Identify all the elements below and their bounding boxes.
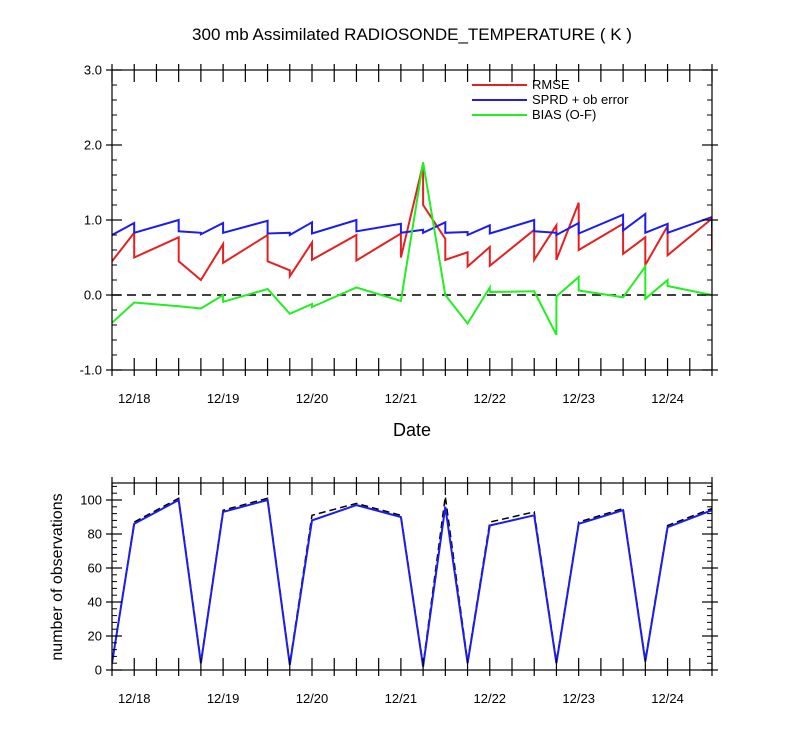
top-axes: -1.0 0.0 1.0 2.0 3.0 12/18 12/19 12/20 12/21 12/2… [80, 63, 718, 406]
legend: RMSE SPRD + ob error BIAS (O-F) [472, 77, 629, 122]
bottom-series-group [112, 496, 712, 667]
top-y-tick-label: 3.0 [84, 63, 102, 78]
top-x-tick-label: 12/19 [207, 391, 240, 406]
top-y-tick-label: -1.0 [80, 363, 102, 378]
top-y-tick-label: 2.0 [84, 138, 102, 153]
top-y-tick-label: 0.0 [84, 288, 102, 303]
bottom-y-tick-label: 60 [88, 561, 102, 576]
bottom-panel: 0 20 40 60 80 100 12/18 12/19 12/20 12/21 12/22 12/… [49, 477, 718, 706]
x-axis-label: Date [393, 420, 431, 440]
legend-rmse-label: RMSE [532, 77, 570, 92]
top-x-tick-label: 12/18 [118, 391, 151, 406]
top-series-sprd-ob-error [112, 212, 712, 237]
bottom-y-tick-label: 0 [95, 663, 102, 678]
bottom-x-tick-label: 12/21 [385, 691, 418, 706]
top-x-tick-label: 12/23 [562, 391, 595, 406]
bottom-series-possible [112, 496, 712, 666]
bottom-x-tick-label: 12/24 [651, 691, 684, 706]
bottom-y-tick-label: 100 [80, 493, 102, 508]
legend-sprd-label: SPRD + ob error [532, 92, 629, 107]
bottom-y-tick-label: 20 [88, 629, 102, 644]
bottom-x-tick-label: 12/18 [118, 691, 151, 706]
bottom-x-tick-label: 12/23 [562, 691, 595, 706]
top-x-tick-label: 12/21 [385, 391, 418, 406]
chart-title: 300 mb Assimilated RADIOSONDE_TEMPERATUR… [192, 25, 632, 44]
top-x-tick-label: 12/22 [474, 391, 507, 406]
top-y-tick-label: 1.0 [84, 213, 102, 228]
y-axis-label: number of observations [49, 493, 66, 660]
bottom-series-assimilated [112, 498, 712, 667]
legend-bias-label: BIAS (O-F) [532, 107, 596, 122]
top-x-tick-label: 12/24 [651, 391, 684, 406]
bottom-plot-frame [111, 482, 713, 671]
bottom-x-tick-label: 12/19 [207, 691, 240, 706]
top-series-bias-o-f [112, 162, 712, 336]
bottom-y-tick-label: 80 [88, 527, 102, 542]
bottom-y-tick-label: 40 [88, 595, 102, 610]
bottom-axes: 0 20 40 60 80 100 12/18 12/19 12/20 12/21 12/22 12/… [80, 477, 718, 706]
bottom-x-tick-label: 12/22 [474, 691, 507, 706]
top-plot-frame [111, 69, 713, 371]
top-series-group [112, 162, 712, 336]
top-panel: 300 mb Assimilated RADIOSONDE_TEMPERATUR… [80, 25, 718, 440]
bottom-x-tick-label: 12/20 [296, 691, 329, 706]
top-series-rmse [112, 163, 712, 282]
top-x-tick-label: 12/20 [296, 391, 329, 406]
